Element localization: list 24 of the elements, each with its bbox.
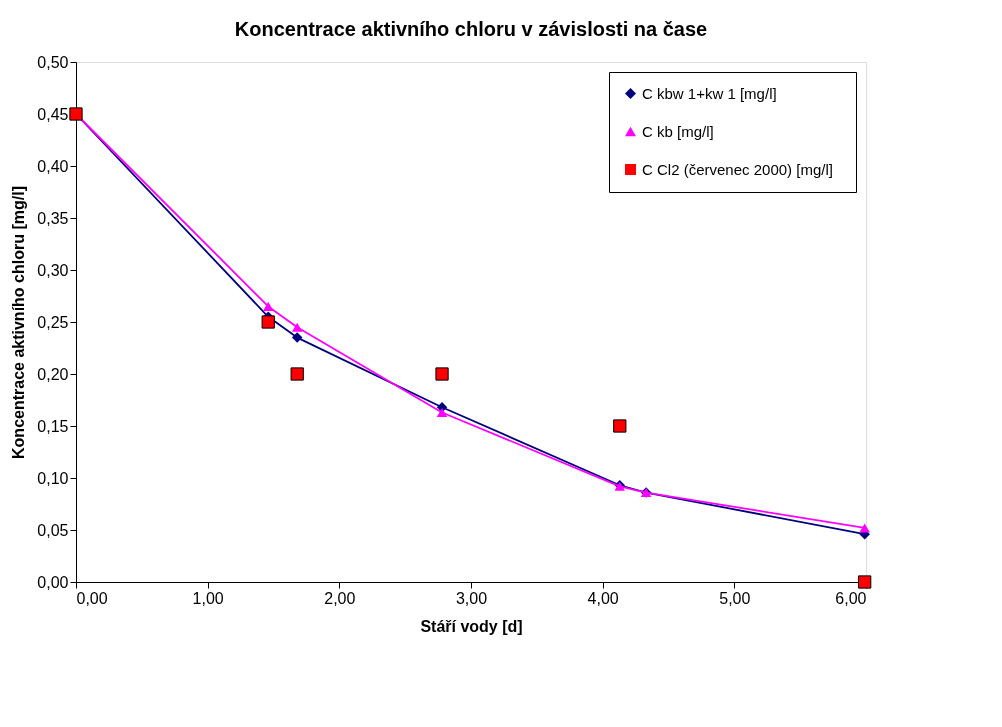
y-tick-label: 0,35 bbox=[37, 209, 69, 227]
x-axis-title: Stáří vody [d] bbox=[420, 617, 523, 635]
y-tick-label: 0,40 bbox=[37, 157, 69, 175]
y-tick-label: 0,15 bbox=[37, 417, 69, 435]
chart-title: Koncentrace aktivního chloru v závislosti na čase bbox=[234, 18, 708, 40]
y-tick-label: 0,05 bbox=[37, 521, 69, 539]
x-tick-label: 2,00 bbox=[324, 589, 356, 607]
x-tick-label: 3,00 bbox=[455, 589, 488, 607]
y-tick-label: 0,45 bbox=[37, 105, 69, 123]
x-tick-label: 5,00 bbox=[719, 589, 751, 607]
x-tick-label: 0,00 bbox=[76, 589, 108, 607]
y-tick-label: 0,00 bbox=[37, 573, 69, 591]
x-tick-label: 6,00 bbox=[835, 589, 867, 607]
y-tick-label: 0,50 bbox=[37, 53, 69, 71]
y-tick-label: 0,20 bbox=[37, 365, 69, 383]
legend-label: C kb [mg/l] bbox=[642, 122, 714, 140]
x-tick-label: 1,00 bbox=[192, 589, 224, 607]
legend-label: C kbw 1+kw 1 [mg/l] bbox=[642, 84, 777, 102]
legend-label: C Cl2 (červenec 2000) [mg/l] bbox=[642, 160, 833, 178]
y-tick-label: 0,10 bbox=[37, 469, 69, 487]
x-tick-label: 4,00 bbox=[587, 589, 619, 607]
y-axis-title: Koncentrace aktivního chloru [mg/l] bbox=[10, 186, 28, 459]
y-tick-label: 0,25 bbox=[37, 313, 69, 331]
y-tick-label: 0,30 bbox=[37, 261, 69, 279]
